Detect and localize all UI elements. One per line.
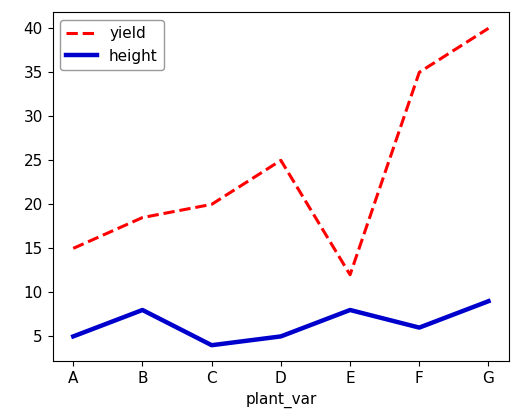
yield [416,70,423,75]
height [70,334,77,339]
yield [208,202,215,207]
yield [139,215,145,220]
yield [70,246,77,251]
yield [278,158,284,163]
height [347,308,353,312]
yield [485,26,491,31]
height [208,343,215,348]
height [278,334,284,339]
height [416,325,423,330]
height [139,308,145,312]
height [485,299,491,304]
Line: height: height [74,301,488,345]
X-axis label: plant_var: plant_var [245,391,317,408]
yield [347,272,353,277]
Legend: yield, height: yield, height [60,20,164,70]
Line: yield: yield [74,28,488,275]
